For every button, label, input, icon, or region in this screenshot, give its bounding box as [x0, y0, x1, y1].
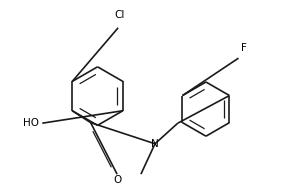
Text: HO: HO — [23, 118, 39, 128]
Text: F: F — [241, 43, 247, 53]
Text: Cl: Cl — [114, 10, 124, 20]
Text: N: N — [151, 139, 159, 149]
Text: O: O — [113, 175, 121, 185]
